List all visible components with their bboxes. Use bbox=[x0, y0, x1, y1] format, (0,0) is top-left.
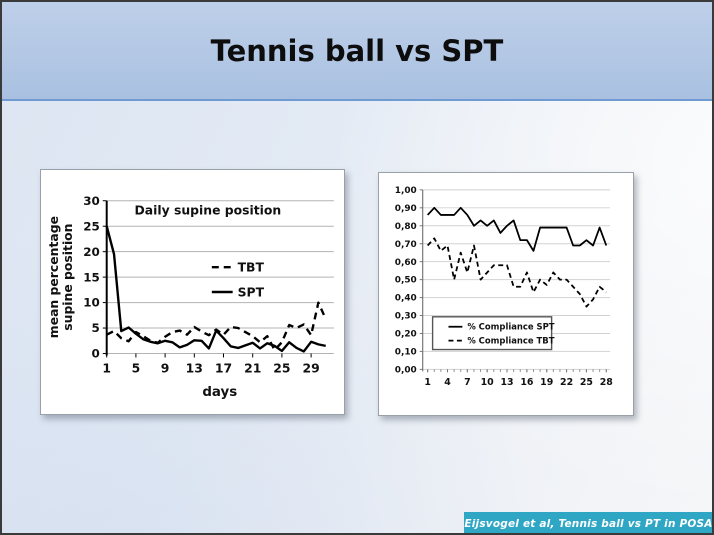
x-tick-label: 4 bbox=[444, 377, 451, 388]
x-tick-label: 7 bbox=[464, 377, 471, 388]
supine-position-chart-panel: 0 5 10 15 20 25 30 1 5 9 13 17 21 25 29 Daily supine po… bbox=[40, 169, 345, 415]
y-axis-label: mean percentage bbox=[46, 216, 61, 338]
y-axis-label: supine position bbox=[60, 224, 75, 331]
y-tick-label: 0,10 bbox=[395, 348, 417, 358]
y-tick-label: 0,20 bbox=[395, 330, 417, 340]
y-tick-label: 0 bbox=[91, 347, 99, 361]
y-tick-label: 0,70 bbox=[395, 240, 417, 250]
y-tick-label: 30 bbox=[83, 194, 100, 208]
x-tick-label: 10 bbox=[481, 377, 495, 388]
x-tick-label: 1 bbox=[424, 377, 431, 388]
x-tick-label: 19 bbox=[540, 377, 553, 388]
x-tick-label: 9 bbox=[161, 360, 170, 375]
y-tick-label: 15 bbox=[83, 270, 100, 284]
y-tick-label: 25 bbox=[83, 219, 100, 233]
x-tick-label: 13 bbox=[186, 360, 203, 375]
x-tick-label: 16 bbox=[520, 377, 534, 388]
x-tick-label: 17 bbox=[215, 360, 232, 375]
x-tick-label: 1 bbox=[102, 360, 111, 375]
citation-banner: Eijsvogel et al, Tennis ball vs PT in PO… bbox=[464, 512, 712, 533]
legend-label: % Compliance TBT bbox=[467, 336, 554, 346]
y-tick-label: 5 bbox=[91, 321, 99, 335]
slide-title: Tennis ball vs SPT bbox=[210, 33, 504, 68]
x-tick-label: 22 bbox=[560, 377, 573, 388]
legend-box bbox=[431, 316, 553, 351]
y-tick-label: 20 bbox=[83, 245, 100, 259]
series-line-SPT bbox=[105, 225, 326, 353]
y-tick-label: 0,60 bbox=[395, 258, 417, 268]
series-line--Compliance-TBT bbox=[426, 237, 607, 308]
y-tick-label: 0,80 bbox=[395, 222, 417, 232]
legend-label: % Compliance SPT bbox=[467, 322, 554, 332]
x-axis-label: days bbox=[202, 385, 237, 400]
x-tick-label: 5 bbox=[132, 360, 141, 375]
series-line-TBT bbox=[106, 301, 327, 352]
x-tick-label: 21 bbox=[244, 360, 261, 375]
legend-label: TBT bbox=[238, 260, 265, 275]
series-line--Compliance-SPT bbox=[426, 206, 608, 252]
compliance-chart-panel: 0,00 0,10 0,20 0,30 0,40 0,50 0,60 0,70 0,80 0,90… bbox=[378, 172, 634, 416]
y-tick-label: 0,40 bbox=[395, 294, 417, 304]
compliance-chart: 0,00 0,10 0,20 0,30 0,40 0,50 0,60 0,70 0,80 0,90… bbox=[395, 186, 613, 388]
y-tick-label: 0,30 bbox=[395, 312, 417, 322]
y-tick-label: 1,00 bbox=[395, 186, 417, 196]
y-tick-label: 0,00 bbox=[395, 366, 417, 376]
y-tick-label: 0,90 bbox=[395, 204, 417, 214]
x-tick-label: 13 bbox=[500, 377, 513, 388]
x-tick-label: 29 bbox=[302, 360, 319, 375]
x-tick-label: 28 bbox=[600, 377, 613, 388]
legend-label: SPT bbox=[238, 284, 265, 299]
slide-header: Tennis ball vs SPT bbox=[2, 2, 712, 101]
x-tick-label: 25 bbox=[580, 377, 593, 388]
x-tick-label: 25 bbox=[273, 360, 290, 375]
chart-title: Daily supine position bbox=[135, 203, 282, 218]
y-tick-label: 0,50 bbox=[395, 276, 417, 286]
y-tick-label: 10 bbox=[83, 296, 100, 310]
